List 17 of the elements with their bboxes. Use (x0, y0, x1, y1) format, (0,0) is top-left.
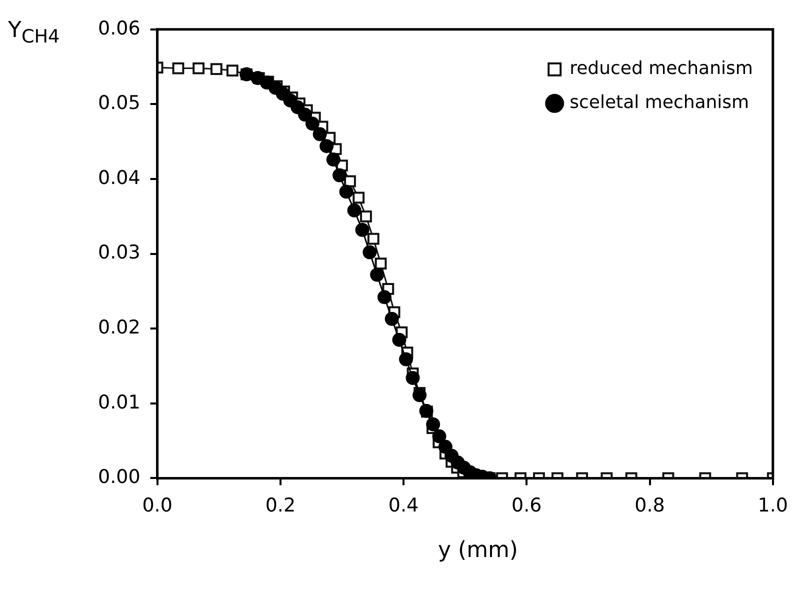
x-tick-label: 0.0 (142, 494, 172, 517)
x-tick-label: 0.2 (265, 494, 296, 517)
y-tick-label: 0.03 (98, 242, 140, 264)
x-tick-label: 0.6 (512, 494, 542, 517)
y-tick-label: 0.01 (98, 391, 140, 414)
x-tick-label: 0.4 (388, 494, 419, 517)
x-tick-label: 1.0 (758, 494, 788, 517)
legend-label: reduced mechanism (570, 58, 753, 80)
y-tick-label: 0.00 (98, 466, 140, 488)
y-tick-label: 0.04 (98, 166, 140, 189)
y-tick-label: 0.05 (98, 92, 140, 114)
y-tick-label: 0.02 (98, 316, 140, 339)
legend-label: sceletal mechanism (570, 92, 750, 114)
y-axis-title: Y$_{CH4}$ (8, 18, 60, 48)
x-tick-label: 0.8 (634, 494, 665, 517)
x-axis-title: y (mm) (436, 538, 520, 563)
y-tick-label: 0.06 (98, 17, 140, 40)
